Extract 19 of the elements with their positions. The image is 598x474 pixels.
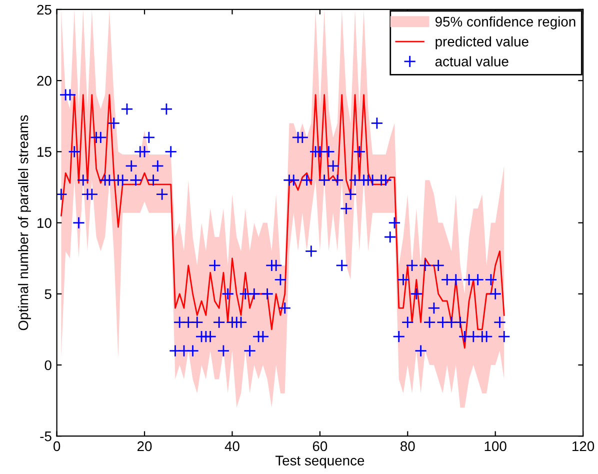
x-tick-label: 0 bbox=[53, 441, 60, 452]
legend-label: actual value bbox=[435, 56, 508, 66]
y-tick-label: 25 bbox=[37, 4, 52, 15]
x-tick-label: 80 bbox=[400, 441, 415, 452]
y-tick-label: 5 bbox=[44, 289, 52, 300]
y-tick-label: 0 bbox=[44, 360, 52, 370]
x-tick-label: 100 bbox=[484, 441, 506, 452]
annotation: 95% confidence region bbox=[435, 16, 576, 30]
y-axis-title: Optimal number of parallel streams bbox=[18, 115, 31, 330]
x-tick-label: 60 bbox=[312, 441, 328, 452]
y-tick-label: -5 bbox=[40, 432, 52, 442]
x-axis-title: Test sequence bbox=[275, 456, 364, 468]
x-tick-label: 20 bbox=[137, 441, 152, 452]
y-tick-label: 20 bbox=[37, 76, 52, 86]
y-tick-label: 15 bbox=[38, 147, 52, 157]
y-tick-label: 10 bbox=[38, 218, 52, 228]
x-tick-label: 40 bbox=[224, 441, 240, 452]
x-tick-label: 120 bbox=[572, 441, 594, 452]
legend-label: predicted value bbox=[436, 36, 528, 50]
